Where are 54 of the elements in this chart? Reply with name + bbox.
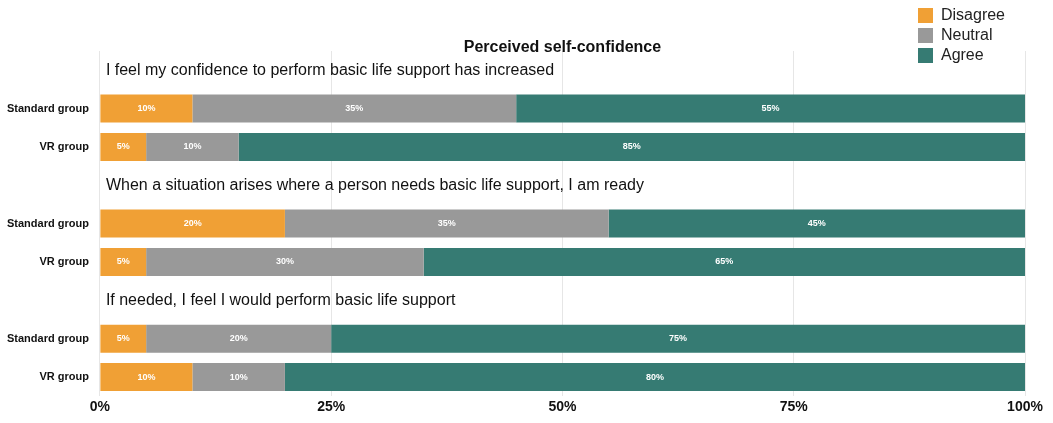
x-tick-label: 75% [779, 398, 809, 415]
data-label: 10% [229, 371, 248, 382]
data-label: 80% [645, 371, 664, 382]
x-tick-label: 50% [548, 398, 577, 415]
data-label: 75% [669, 333, 688, 344]
data-label: 85% [622, 141, 641, 152]
bar [423, 247, 1025, 276]
bar [146, 132, 239, 161]
x-tick-label: 25% [317, 398, 346, 415]
y-tick-label: VR group [39, 370, 90, 383]
data-label: 5% [116, 141, 130, 152]
data-label: 35% [345, 103, 364, 114]
data-label: 65% [715, 256, 734, 267]
data-label: 10% [137, 103, 156, 114]
x-tick-label: 100% [1007, 398, 1044, 415]
bar [100, 209, 285, 238]
y-tick-label: Standard group [7, 216, 90, 229]
bar [100, 363, 193, 392]
data-label: 35% [437, 218, 456, 229]
bar [284, 209, 609, 238]
chart-title: Perceived self-confidence [463, 38, 662, 56]
y-tick-label: Standard group [7, 331, 90, 344]
bar [238, 132, 1025, 161]
bar [516, 94, 1025, 123]
annotation: If needed, I feel I would perform basic life support [105, 290, 456, 308]
bar [192, 363, 285, 392]
annotation: I feel my confidence to perform basic life support has increased [105, 60, 555, 78]
data-label: 5% [116, 256, 130, 267]
y-tick-label: VR group [39, 254, 90, 267]
bar [100, 132, 147, 161]
legend-label: Agree [940, 46, 984, 64]
bar [100, 324, 147, 353]
y-tick-label: VR group [39, 139, 90, 152]
data-label: 30% [275, 256, 294, 267]
bar [284, 363, 1025, 392]
y-tick-label: Standard group [7, 101, 90, 114]
bar [331, 324, 1025, 353]
data-label: 10% [183, 141, 202, 152]
bar [146, 324, 332, 353]
data-label: 10% [137, 371, 156, 382]
legend-label: Disagree [940, 6, 1005, 24]
legend-label: Neutral [940, 26, 993, 44]
bar [192, 94, 517, 123]
data-label: 5% [116, 333, 130, 344]
data-label: 20% [183, 218, 202, 229]
bar [100, 247, 147, 276]
x-tick-label: 0% [89, 398, 111, 415]
bar [608, 209, 1025, 238]
bar [146, 247, 424, 276]
data-label: 20% [229, 333, 248, 344]
annotation: When a situation arises where a person needs basic life support, I am ready [105, 175, 644, 193]
data-label: 55% [761, 103, 780, 114]
data-label: 45% [807, 218, 826, 229]
bar [100, 94, 193, 123]
